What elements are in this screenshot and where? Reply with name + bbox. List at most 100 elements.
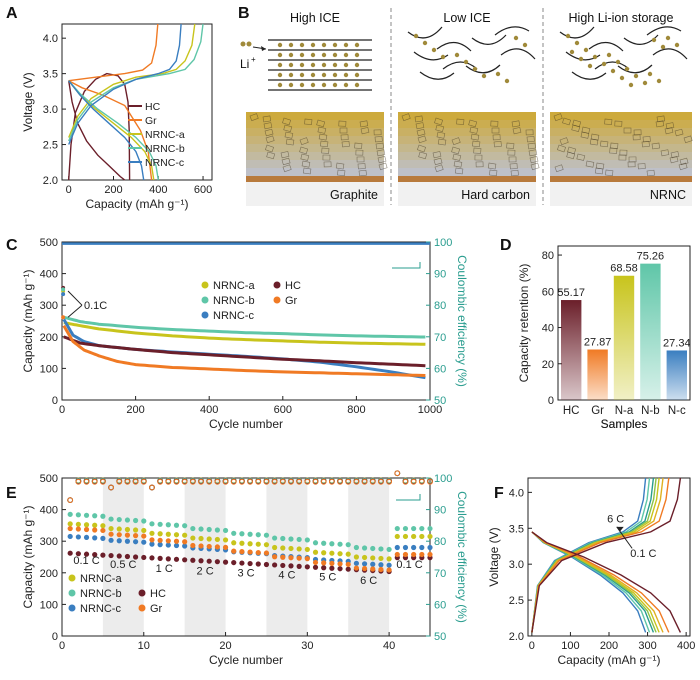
layer (246, 168, 384, 177)
series-line-discharge (68, 80, 159, 181)
capacity-point (141, 518, 147, 524)
bar (561, 300, 582, 400)
bar-value-label: 68.58 (610, 263, 638, 275)
capacity-point (353, 560, 359, 566)
column-heading: Low ICE (443, 11, 490, 25)
particle (374, 136, 383, 143)
y-tick-label: 300 (40, 536, 58, 548)
particle (377, 155, 387, 164)
current-collector (246, 176, 384, 182)
particle (506, 142, 515, 149)
caption-band (398, 182, 536, 206)
capacity-point (157, 531, 163, 537)
panel-label: E (6, 485, 17, 502)
particle (585, 160, 595, 168)
capacity-point (255, 561, 261, 567)
panel-label: A (6, 5, 18, 22)
panel-label: B (238, 5, 250, 22)
particle (567, 146, 577, 155)
particle (358, 169, 367, 177)
li-ion-dot (277, 72, 283, 78)
capacity-point (361, 554, 368, 561)
capacity-point (116, 538, 122, 544)
capacity-point (280, 554, 286, 560)
caption-band (246, 182, 384, 206)
li-ion-dot (354, 62, 360, 68)
x-tick-label: 600 (274, 404, 292, 416)
particle (475, 161, 484, 168)
carbon-sheet (407, 26, 443, 39)
capacity-point (190, 535, 196, 541)
capacity-point (198, 543, 204, 549)
capacity-point (67, 550, 73, 556)
capacity-point (419, 533, 425, 540)
capacity-point (263, 561, 270, 568)
ce-point (157, 478, 164, 485)
li-ion-dot (321, 62, 327, 68)
particle (581, 126, 591, 134)
li-ion-dot (674, 42, 680, 48)
capacity-point (329, 565, 335, 571)
li-ion-dot (288, 82, 294, 88)
capacity-point (157, 542, 163, 548)
capacity-point (288, 536, 294, 542)
particle (299, 137, 309, 146)
particle (299, 146, 309, 155)
ce-point (132, 478, 139, 485)
li-ion-dot (413, 33, 419, 39)
panel-a: A 0 200 400 600 2.0 2.5 3.0 3.5 4.0 Capacity (mAh … (6, 5, 213, 211)
li-ion-dot (354, 42, 360, 48)
capacity-point (263, 532, 270, 538)
capacity-point (108, 537, 114, 543)
rate-label: 2 C (197, 565, 214, 577)
capacity-point (92, 527, 98, 533)
bar (666, 350, 687, 400)
particle (510, 169, 519, 177)
capacity-point (165, 531, 171, 537)
particle (472, 140, 481, 148)
ce-point (67, 497, 74, 504)
capacity-point (116, 516, 122, 523)
carbon-sheet (500, 48, 536, 60)
capacity-point (67, 521, 73, 527)
capacity-point (124, 538, 131, 544)
li-ion-dot (332, 42, 338, 48)
particle (354, 142, 363, 149)
discharge-curve (531, 531, 655, 633)
capacity-point (427, 544, 433, 551)
particle (264, 144, 274, 153)
li-ion-dot (601, 61, 607, 67)
particle (683, 135, 693, 144)
li-ion-dot (615, 59, 621, 65)
series-band (63, 321, 426, 346)
particle (507, 149, 516, 156)
li-ion-dot (481, 73, 487, 79)
particle (490, 120, 499, 127)
capacity-point (394, 525, 400, 532)
layer (398, 128, 536, 137)
series-line-discharge (68, 80, 126, 181)
ce-point (312, 478, 319, 485)
particle (656, 115, 666, 123)
li-ion-dot (332, 52, 338, 58)
capacity-point (280, 562, 286, 569)
capacity-point (345, 551, 351, 557)
particle (433, 157, 443, 166)
capacity-point (83, 551, 90, 557)
capacity-point (386, 546, 392, 553)
capacity-point (296, 555, 302, 561)
capacity-point (427, 551, 433, 558)
x-tick-label: 200 (104, 184, 122, 196)
capacity-point (133, 554, 139, 560)
capacity-point (83, 522, 90, 528)
carbon-sheet (465, 64, 501, 74)
y-tick-label: 200 (40, 332, 58, 344)
capacity-point (75, 526, 81, 532)
y-tick-label: 4.0 (509, 487, 524, 499)
capacity-point (206, 558, 212, 564)
ce-point (394, 470, 401, 477)
ce-point (189, 478, 196, 485)
carbon-sheet (652, 48, 688, 60)
capacity-point (312, 540, 319, 546)
annotation-arrow (67, 290, 83, 306)
